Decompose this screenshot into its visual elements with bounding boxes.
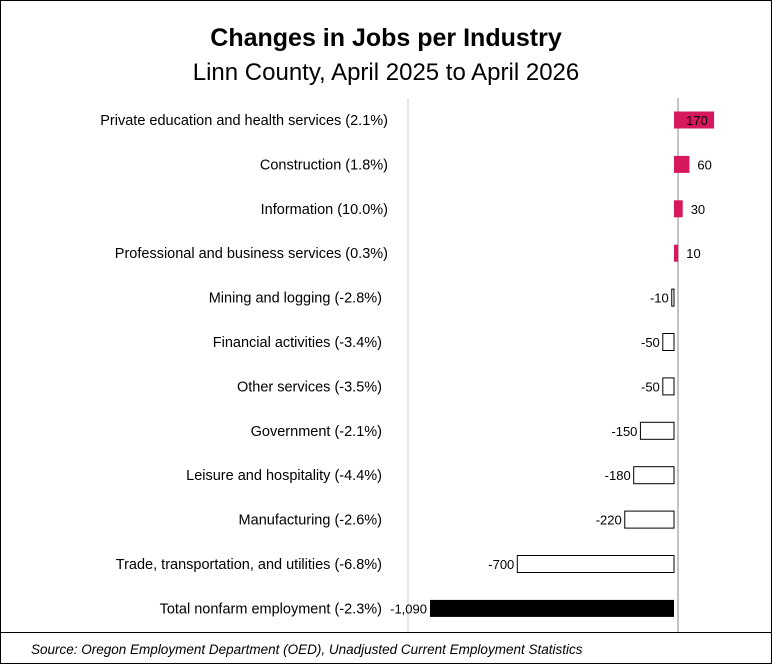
- bars-group: Private education and health services (2…: [100, 111, 715, 617]
- bar-negative: [516, 555, 675, 573]
- value-label: 170: [686, 113, 708, 128]
- bar-negative: [639, 421, 675, 440]
- value-label: 10: [686, 246, 700, 261]
- chart-subtitle: Linn County, April 2025 to April 2026: [193, 59, 579, 86]
- category-label: Private education and health services (2…: [100, 113, 388, 129]
- chart-title: Changes in Jobs per Industry: [210, 24, 562, 52]
- category-label: Information (10.0%): [261, 202, 388, 218]
- value-label: -50: [641, 379, 660, 394]
- bar-negative: [633, 466, 675, 485]
- bar-positive: [674, 111, 715, 129]
- category-label: Manufacturing (-2.6%): [239, 513, 382, 529]
- source-note: Source: Oregon Employment Department (OE…: [31, 642, 583, 657]
- category-label: Mining and logging (-2.8%): [209, 291, 382, 307]
- category-label: Construction (1.8%): [260, 157, 388, 173]
- value-label: -10: [650, 291, 669, 306]
- bar-positive: [674, 200, 683, 218]
- value-label: -220: [596, 513, 622, 528]
- category-label: Total nonfarm employment (-2.3%): [160, 601, 382, 617]
- value-label: 30: [691, 202, 705, 217]
- bar-positive: [674, 155, 690, 173]
- value-label: -150: [611, 424, 637, 439]
- bar-negative: [662, 377, 675, 396]
- value-label: -1,090: [390, 601, 427, 616]
- category-label: Leisure and hospitality (-4.4%): [186, 468, 382, 484]
- category-label: Professional and business services (0.3%…: [115, 246, 388, 262]
- category-label: Financial activities (-3.4%): [213, 335, 382, 351]
- category-label: Trade, transportation, and utilities (-6…: [116, 557, 382, 573]
- value-label: -180: [605, 468, 631, 483]
- bar-positive: [674, 244, 679, 262]
- value-label: -700: [488, 557, 514, 572]
- bar-negative: [662, 333, 675, 351]
- bar-negative: [671, 288, 675, 307]
- bar-total: [430, 599, 674, 617]
- category-label: Other services (-3.5%): [237, 379, 382, 395]
- value-label: 60: [697, 157, 711, 172]
- category-label: Government (-2.1%): [251, 424, 382, 440]
- value-label: -50: [641, 335, 660, 350]
- bar-negative: [624, 510, 675, 529]
- source-divider: [0, 632, 772, 633]
